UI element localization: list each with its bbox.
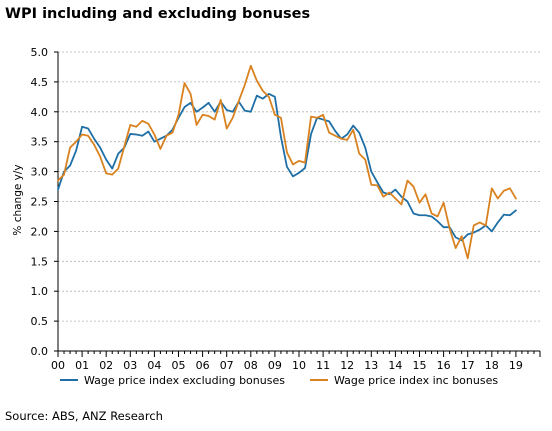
- y-tick-label: 1.0: [31, 285, 49, 298]
- x-tick-label: 16: [437, 359, 451, 372]
- x-tick-label: 13: [364, 359, 378, 372]
- x-tick-label: 07: [220, 359, 234, 372]
- x-tick-label: 15: [413, 359, 427, 372]
- series-lines: [57, 64, 517, 260]
- y-tick-labels: 0.0 0.5 1.0 1.5 2.0 2.5 3.0 3.5 4.0 4.5 5.0: [31, 46, 49, 358]
- x-tick-label: 09: [268, 359, 282, 372]
- chart-title: WPI including and excluding bonuses: [5, 6, 311, 22]
- legend: Wage price index excluding bonuses Wage p…: [60, 374, 498, 387]
- x-tick-label: 02: [99, 359, 113, 372]
- y-tick-label: 3.0: [31, 166, 49, 179]
- x-tick-label: 04: [147, 359, 161, 372]
- gridlines: [58, 51, 540, 322]
- x-tick-label: 08: [244, 359, 258, 372]
- y-tick-label: 0.0: [31, 345, 49, 358]
- series-line-inc-bonuses: [57, 64, 517, 260]
- x-tick-label: 10: [292, 359, 306, 372]
- x-tick-label: 05: [172, 359, 186, 372]
- y-tick-label: 2.0: [31, 225, 49, 238]
- y-tick-label: 2.5: [31, 196, 49, 209]
- y-tick-label: 3.5: [31, 136, 49, 149]
- y-axis-label: % change y/y: [12, 164, 24, 235]
- source-note: Source: ABS, ANZ Research: [5, 409, 163, 423]
- series-line-excluding-bonuses: [57, 92, 517, 242]
- y-tick-label: 4.5: [31, 76, 49, 89]
- x-tick-label: 12: [340, 359, 354, 372]
- y-tick-label: 5.0: [31, 46, 49, 59]
- x-tick-label: 18: [485, 359, 499, 372]
- legend-label-inc-bonuses: Wage price index inc bonuses: [334, 374, 498, 387]
- x-tick-label: 00: [51, 359, 65, 372]
- x-tick-label: 06: [196, 359, 210, 372]
- legend-label-excluding-bonuses: Wage price index excluding bonuses: [84, 374, 285, 387]
- x-tick-label: 14: [388, 359, 402, 372]
- y-tick-label: 1.5: [31, 255, 49, 268]
- x-tick-label: 01: [75, 359, 89, 372]
- y-tick-label: 0.5: [31, 315, 49, 328]
- x-tick-label: 19: [509, 359, 523, 372]
- x-tick-labels: 00 01 02 03 04 05 06 07 08 09 10 11 12 13 14 15 16 17 18 19: [51, 359, 523, 372]
- x-tick-label: 11: [316, 359, 330, 372]
- axes: [54, 51, 541, 357]
- x-tick-label: 17: [461, 359, 475, 372]
- y-tick-label: 4.0: [31, 106, 49, 119]
- x-tick-label: 03: [123, 359, 137, 372]
